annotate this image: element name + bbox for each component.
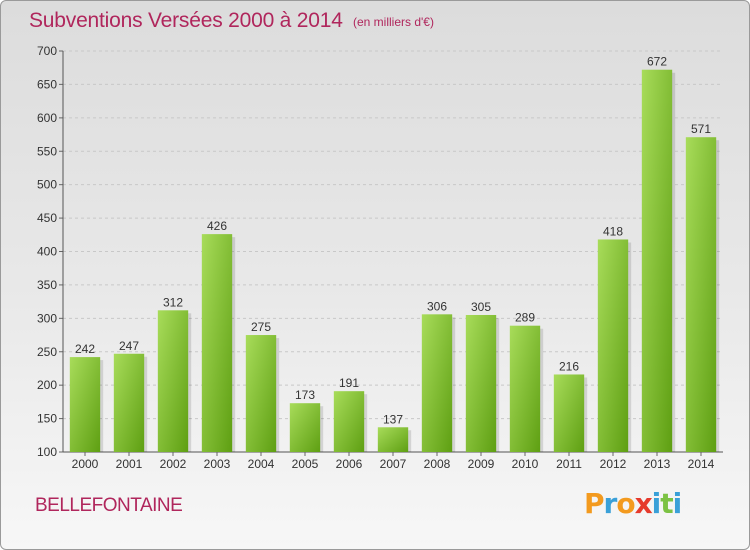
data-label: 216: [559, 359, 579, 373]
data-label: 305: [471, 300, 491, 314]
bar: [685, 137, 717, 452]
x-tick-label: 2010: [512, 457, 539, 471]
x-tick-label: 2004: [248, 457, 275, 471]
y-tick-label: 350: [37, 278, 57, 292]
y-tick-label: 200: [37, 378, 57, 392]
data-label: 426: [207, 219, 227, 233]
y-tick-label: 100: [37, 445, 57, 459]
y-tick-label: 550: [37, 144, 57, 158]
bar: [245, 335, 277, 452]
data-label: 418: [603, 224, 623, 238]
bar: [377, 427, 409, 452]
x-tick-label: 2005: [292, 457, 319, 471]
x-tick-label: 2007: [380, 457, 407, 471]
brand-logo: Proxiti: [584, 487, 683, 520]
y-tick-label: 300: [37, 311, 57, 325]
x-tick-label: 2006: [336, 457, 363, 471]
brand-letter: t: [660, 487, 673, 520]
chart-title: Subventions Versées 2000 à 2014: [29, 9, 343, 32]
x-tick-label: 2009: [468, 457, 495, 471]
x-tick-label: 2000: [72, 457, 99, 471]
y-tick-label: 650: [37, 77, 57, 91]
bar: [333, 391, 365, 452]
y-tick-label: 700: [37, 44, 57, 58]
brand-letter: r: [603, 487, 618, 520]
x-tick-label: 2003: [204, 457, 231, 471]
bar: [597, 239, 629, 452]
bar: [641, 69, 673, 453]
bar: [69, 357, 101, 452]
x-tick-label: 2014: [688, 457, 715, 471]
bar: [553, 374, 585, 452]
x-tick-label: 2008: [424, 457, 451, 471]
bar: [421, 314, 453, 452]
brand-letter: P: [584, 487, 605, 520]
data-label: 137: [383, 412, 403, 426]
x-tick-label: 2012: [600, 457, 627, 471]
data-label: 275: [251, 320, 271, 334]
labels: 100 150 200 250 300 350 400 450 500 550 600 650 700 2…: [37, 44, 715, 471]
data-label: 312: [163, 295, 183, 309]
data-label: 306: [427, 299, 447, 313]
bar: [509, 325, 541, 452]
x-tick-label: 2002: [160, 457, 187, 471]
data-label: 571: [691, 122, 711, 136]
bar: [465, 314, 497, 452]
bar: [201, 234, 233, 452]
brand-letter: x: [634, 487, 653, 520]
x-tick-label: 2011: [556, 457, 582, 471]
data-label: 247: [119, 339, 139, 353]
x-tick-label: 2001: [116, 457, 143, 471]
brand-letter: i: [651, 487, 662, 520]
y-tick-label: 450: [37, 211, 57, 225]
data-label: 173: [295, 388, 315, 402]
x-tick-label: 2013: [644, 457, 671, 471]
data-label: 672: [647, 55, 667, 69]
bar: [289, 403, 321, 452]
y-tick-label: 600: [37, 111, 57, 125]
y-tick-label: 500: [37, 178, 57, 192]
data-label: 289: [515, 311, 535, 325]
chart-unit: (en milliers d'€): [353, 15, 434, 29]
bar: [157, 310, 189, 452]
y-tick-label: 400: [37, 245, 57, 259]
brand-letter: i: [672, 487, 683, 520]
place-name: BELLEFONTAINE: [35, 495, 183, 516]
y-tick-label: 150: [37, 412, 57, 426]
data-label: 242: [75, 342, 95, 356]
brand-letter: o: [616, 487, 635, 520]
data-label: 191: [339, 376, 359, 390]
bar: [113, 353, 145, 452]
y-tick-label: 250: [37, 345, 57, 359]
bars: [69, 69, 720, 453]
